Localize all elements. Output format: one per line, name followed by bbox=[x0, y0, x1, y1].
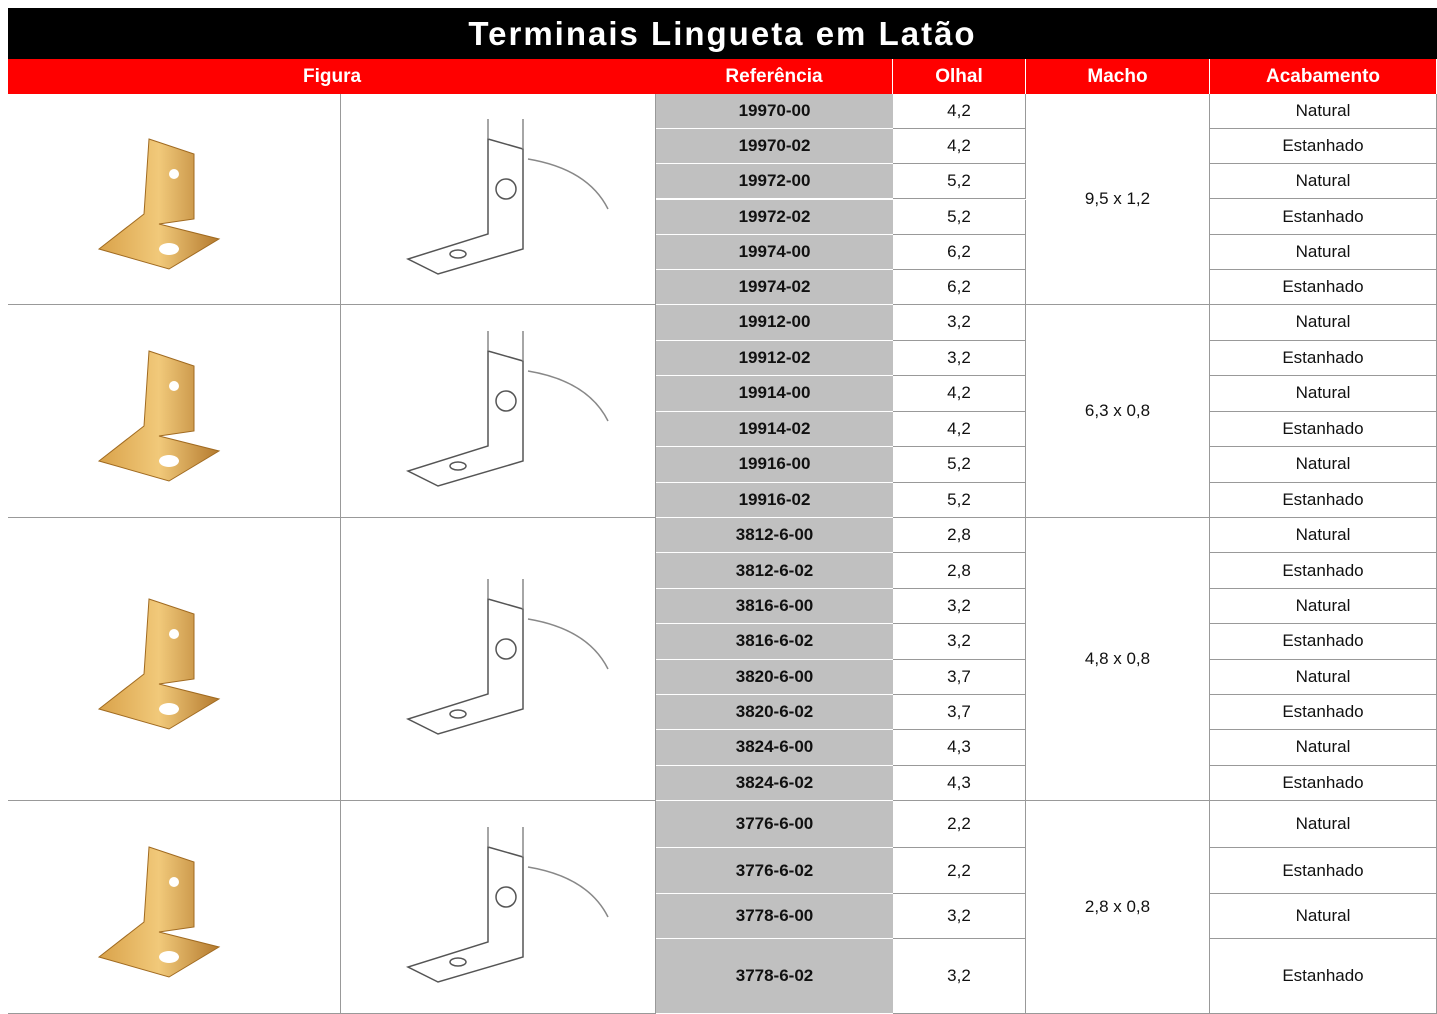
header-cell: Figura bbox=[8, 59, 657, 94]
reference: 3820-6-00 bbox=[656, 659, 893, 695]
reference: 19972-00 bbox=[656, 164, 893, 200]
olhal: 6,2 bbox=[893, 234, 1026, 270]
acabamento: Estanhado bbox=[1210, 269, 1437, 305]
olhal: 3,2 bbox=[893, 624, 1026, 660]
reference: 19972-02 bbox=[656, 199, 893, 235]
reference: 19974-00 bbox=[656, 234, 893, 270]
acabamento: Natural bbox=[1210, 730, 1437, 766]
acabamento: Estanhado bbox=[1210, 411, 1437, 447]
acabamento: Estanhado bbox=[1210, 553, 1437, 589]
title: Terminais Lingueta em Latão bbox=[8, 8, 1437, 59]
drawing-cell bbox=[341, 801, 656, 1014]
reference: 3812-6-00 bbox=[656, 518, 893, 554]
acabamento: Estanhado bbox=[1210, 765, 1437, 801]
reference: 3776-6-00 bbox=[656, 801, 893, 848]
macho: 4,8 x 0,8 bbox=[1026, 518, 1210, 801]
acabamento: Estanhado bbox=[1210, 482, 1437, 518]
acabamento: Estanhado bbox=[1210, 340, 1437, 376]
acabamento: Estanhado bbox=[1210, 129, 1437, 165]
reference: 19970-02 bbox=[656, 129, 893, 165]
olhal: 3,2 bbox=[893, 894, 1026, 939]
drawing-cell bbox=[341, 305, 656, 518]
acabamento: Estanhado bbox=[1210, 848, 1437, 894]
olhal: 3,2 bbox=[893, 305, 1026, 341]
olhal: 3,2 bbox=[893, 588, 1026, 625]
reference: 19970-00 bbox=[656, 94, 893, 130]
olhal: 6,2 bbox=[893, 269, 1026, 305]
acabamento: Estanhado bbox=[1210, 199, 1437, 235]
acabamento: Natural bbox=[1210, 518, 1437, 554]
acabamento: Natural bbox=[1210, 588, 1437, 625]
reference: 19974-02 bbox=[656, 269, 893, 305]
reference: 3824-6-00 bbox=[656, 730, 893, 766]
acabamento: Natural bbox=[1210, 801, 1437, 848]
photo-cell bbox=[8, 94, 341, 305]
acabamento: Estanhado bbox=[1210, 694, 1437, 731]
olhal: 4,2 bbox=[893, 129, 1026, 165]
header-cell: Olhal bbox=[893, 59, 1026, 94]
reference: 3778-6-00 bbox=[656, 894, 893, 939]
acabamento: Natural bbox=[1210, 164, 1437, 200]
drawing-cell bbox=[341, 94, 656, 305]
reference: 3816-6-00 bbox=[656, 588, 893, 625]
reference: 3778-6-02 bbox=[656, 939, 893, 1014]
acabamento: Natural bbox=[1210, 894, 1437, 939]
olhal: 4,3 bbox=[893, 730, 1026, 766]
olhal: 5,2 bbox=[893, 482, 1026, 518]
photo-cell bbox=[8, 518, 341, 801]
olhal: 3,2 bbox=[893, 340, 1026, 376]
reference: 19914-00 bbox=[656, 376, 893, 412]
reference: 3812-6-02 bbox=[656, 553, 893, 589]
photo-cell bbox=[8, 305, 341, 518]
reference: 3820-6-02 bbox=[656, 694, 893, 731]
olhal: 3,2 bbox=[893, 939, 1026, 1014]
olhal: 4,2 bbox=[893, 376, 1026, 412]
drawing-cell bbox=[341, 518, 656, 801]
acabamento: Natural bbox=[1210, 94, 1437, 130]
olhal: 4,2 bbox=[893, 94, 1026, 130]
header-cell: Acabamento bbox=[1210, 59, 1437, 94]
header-cell: Referência bbox=[656, 59, 893, 94]
acabamento: Natural bbox=[1210, 234, 1437, 270]
reference: 19912-00 bbox=[656, 305, 893, 341]
macho: 9,5 x 1,2 bbox=[1026, 94, 1210, 305]
olhal: 5,2 bbox=[893, 199, 1026, 235]
olhal: 5,2 bbox=[893, 164, 1026, 200]
olhal: 4,2 bbox=[893, 411, 1026, 447]
photo-cell bbox=[8, 801, 341, 1014]
olhal: 4,3 bbox=[893, 765, 1026, 801]
reference: 19914-02 bbox=[656, 411, 893, 447]
olhal: 2,8 bbox=[893, 553, 1026, 589]
acabamento: Natural bbox=[1210, 447, 1437, 483]
olhal: 2,8 bbox=[893, 518, 1026, 554]
olhal: 2,2 bbox=[893, 848, 1026, 894]
acabamento: Natural bbox=[1210, 659, 1437, 695]
reference: 19916-02 bbox=[656, 482, 893, 518]
reference: 19916-00 bbox=[656, 447, 893, 483]
acabamento: Estanhado bbox=[1210, 624, 1437, 660]
olhal: 3,7 bbox=[893, 659, 1026, 695]
olhal: 5,2 bbox=[893, 447, 1026, 483]
reference: 3816-6-02 bbox=[656, 624, 893, 660]
header-cell: Macho bbox=[1026, 59, 1210, 94]
macho: 2,8 x 0,8 bbox=[1026, 801, 1210, 1014]
acabamento: Estanhado bbox=[1210, 939, 1437, 1014]
macho: 6,3 x 0,8 bbox=[1026, 305, 1210, 518]
acabamento: Natural bbox=[1210, 305, 1437, 341]
acabamento: Natural bbox=[1210, 376, 1437, 412]
reference: 3824-6-02 bbox=[656, 765, 893, 801]
olhal: 3,7 bbox=[893, 694, 1026, 731]
olhal: 2,2 bbox=[893, 801, 1026, 848]
reference: 3776-6-02 bbox=[656, 848, 893, 894]
reference: 19912-02 bbox=[656, 340, 893, 376]
